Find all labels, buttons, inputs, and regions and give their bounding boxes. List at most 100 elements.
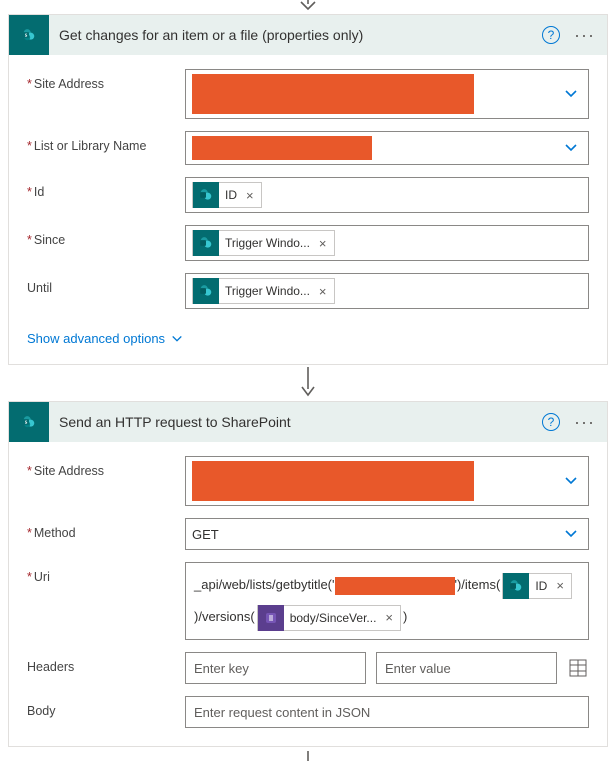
token-label: Trigger Windo...	[223, 236, 312, 250]
dropdown-caret[interactable]	[554, 457, 588, 505]
chevron-down-icon	[564, 141, 578, 155]
row-site-address: *Site Address	[27, 69, 589, 119]
label-list-name: *List or Library Name	[27, 131, 185, 153]
dynamic-token-trigger-window[interactable]: Trigger Windo... ×	[192, 230, 335, 256]
action-card-get-changes: S Get changes for an item or a file (pro…	[8, 14, 608, 365]
label-id: *Id	[27, 177, 185, 199]
sharepoint-icon	[193, 230, 219, 256]
card-title: Get changes for an item or a file (prope…	[59, 27, 532, 43]
header-key-input[interactable]: Enter key	[185, 652, 366, 684]
row-site-address: *Site Address	[27, 456, 589, 506]
card-body: *Site Address *Method GET	[9, 442, 607, 746]
label-until: Until	[27, 273, 185, 295]
redacted-block	[192, 136, 372, 160]
action-card-http-request: S Send an HTTP request to SharePoint ? ·…	[8, 401, 608, 747]
card-body: *Site Address *List or Library Name	[9, 55, 607, 364]
card-header-actions: ? ···	[542, 26, 595, 44]
until-field[interactable]: Trigger Windo... ×	[185, 273, 589, 309]
row-headers: Headers Enter key Enter value	[27, 652, 589, 684]
dynamic-token-id[interactable]: ID ×	[502, 573, 572, 599]
token-label: ID	[533, 570, 549, 602]
chevron-down-icon	[564, 474, 578, 488]
connector-arrow	[0, 365, 616, 401]
dynamic-token-id[interactable]: ID ×	[192, 182, 262, 208]
row-id: *Id ID ×	[27, 177, 589, 213]
label-since: *Since	[27, 225, 185, 247]
uri-text: )	[403, 609, 407, 624]
dropdown-caret[interactable]	[554, 132, 588, 164]
placeholder-text: Enter request content in JSON	[194, 705, 370, 720]
row-body: Body Enter request content in JSON	[27, 696, 589, 728]
chevron-down-icon	[564, 527, 578, 541]
row-list-name: *List or Library Name	[27, 131, 589, 165]
arrow-down-icon	[299, 751, 317, 761]
token-remove-icon[interactable]: ×	[316, 236, 330, 251]
sharepoint-icon: S	[22, 415, 36, 429]
show-advanced-options-link[interactable]: Show advanced options	[27, 331, 183, 346]
more-menu-icon[interactable]: ···	[574, 30, 595, 40]
sharepoint-icon	[503, 573, 529, 599]
connector-arrow-bottom	[0, 747, 616, 761]
uri-text: )/versions(	[194, 609, 255, 624]
token-remove-icon[interactable]: ×	[382, 602, 396, 634]
uri-text: ')/items(	[455, 577, 501, 592]
sharepoint-icon	[193, 278, 219, 304]
row-method: *Method GET	[27, 518, 589, 550]
row-until: Until Trigger Windo... ×	[27, 273, 589, 309]
id-field[interactable]: ID ×	[185, 177, 589, 213]
label-uri: *Uri	[27, 562, 185, 584]
label-site-address: *Site Address	[27, 69, 185, 91]
row-uri: *Uri _api/web/lists/getbytitle(' ')/items…	[27, 562, 589, 640]
connector-arrow-top	[0, 0, 616, 14]
chevron-down-icon	[564, 87, 578, 101]
dropdown-caret[interactable]	[554, 519, 588, 549]
header-value-input[interactable]: Enter value	[376, 652, 557, 684]
method-value: GET	[192, 527, 219, 542]
svg-text:S: S	[25, 34, 28, 39]
token-label: body/SinceVer...	[288, 602, 379, 634]
label-body: Body	[27, 696, 185, 718]
uri-field[interactable]: _api/web/lists/getbytitle(' ')/items( ID …	[185, 562, 589, 640]
placeholder-text: Enter value	[385, 661, 451, 676]
more-menu-icon[interactable]: ···	[574, 417, 595, 427]
chevron-down-icon	[171, 333, 183, 345]
site-address-combo[interactable]	[185, 69, 589, 119]
switch-to-text-mode-icon[interactable]	[567, 657, 589, 679]
since-field[interactable]: Trigger Windo... ×	[185, 225, 589, 261]
method-combo[interactable]: GET	[185, 518, 589, 550]
sharepoint-connector-icon: S	[9, 15, 49, 55]
placeholder-text: Enter key	[194, 661, 249, 676]
site-address-combo[interactable]	[185, 456, 589, 506]
help-icon[interactable]: ?	[542, 26, 560, 44]
token-remove-icon[interactable]: ×	[243, 188, 257, 203]
token-label: ID	[223, 188, 239, 202]
token-remove-icon[interactable]: ×	[316, 284, 330, 299]
uri-text: _api/web/lists/getbytitle('	[194, 577, 335, 592]
arrow-down-icon	[299, 367, 317, 399]
svg-text:S: S	[25, 421, 28, 426]
list-name-combo[interactable]	[185, 131, 589, 165]
label-headers: Headers	[27, 652, 185, 674]
redacted-block	[192, 74, 474, 114]
dynamic-token-trigger-window[interactable]: Trigger Windo... ×	[192, 278, 335, 304]
label-site-address: *Site Address	[27, 456, 185, 478]
card-header[interactable]: S Send an HTTP request to SharePoint ? ·…	[9, 402, 607, 442]
body-input[interactable]: Enter request content in JSON	[185, 696, 589, 728]
card-header-actions: ? ···	[542, 413, 595, 431]
help-icon[interactable]: ?	[542, 413, 560, 431]
card-header[interactable]: S Get changes for an item or a file (pro…	[9, 15, 607, 55]
sharepoint-connector-icon: S	[9, 402, 49, 442]
dynamic-token-since-version[interactable]: body/SinceVer... ×	[257, 605, 401, 631]
advanced-options-label: Show advanced options	[27, 331, 165, 346]
redacted-inline	[335, 577, 455, 595]
sharepoint-icon: S	[22, 28, 36, 42]
token-remove-icon[interactable]: ×	[553, 570, 567, 602]
row-since: *Since Trigger Windo... ×	[27, 225, 589, 261]
label-method: *Method	[27, 518, 185, 540]
arrow-down-icon	[299, 0, 317, 12]
expression-icon	[258, 605, 284, 631]
token-label: Trigger Windo...	[223, 284, 312, 298]
redacted-block	[192, 461, 474, 501]
card-title: Send an HTTP request to SharePoint	[59, 414, 532, 430]
dropdown-caret[interactable]	[554, 70, 588, 118]
